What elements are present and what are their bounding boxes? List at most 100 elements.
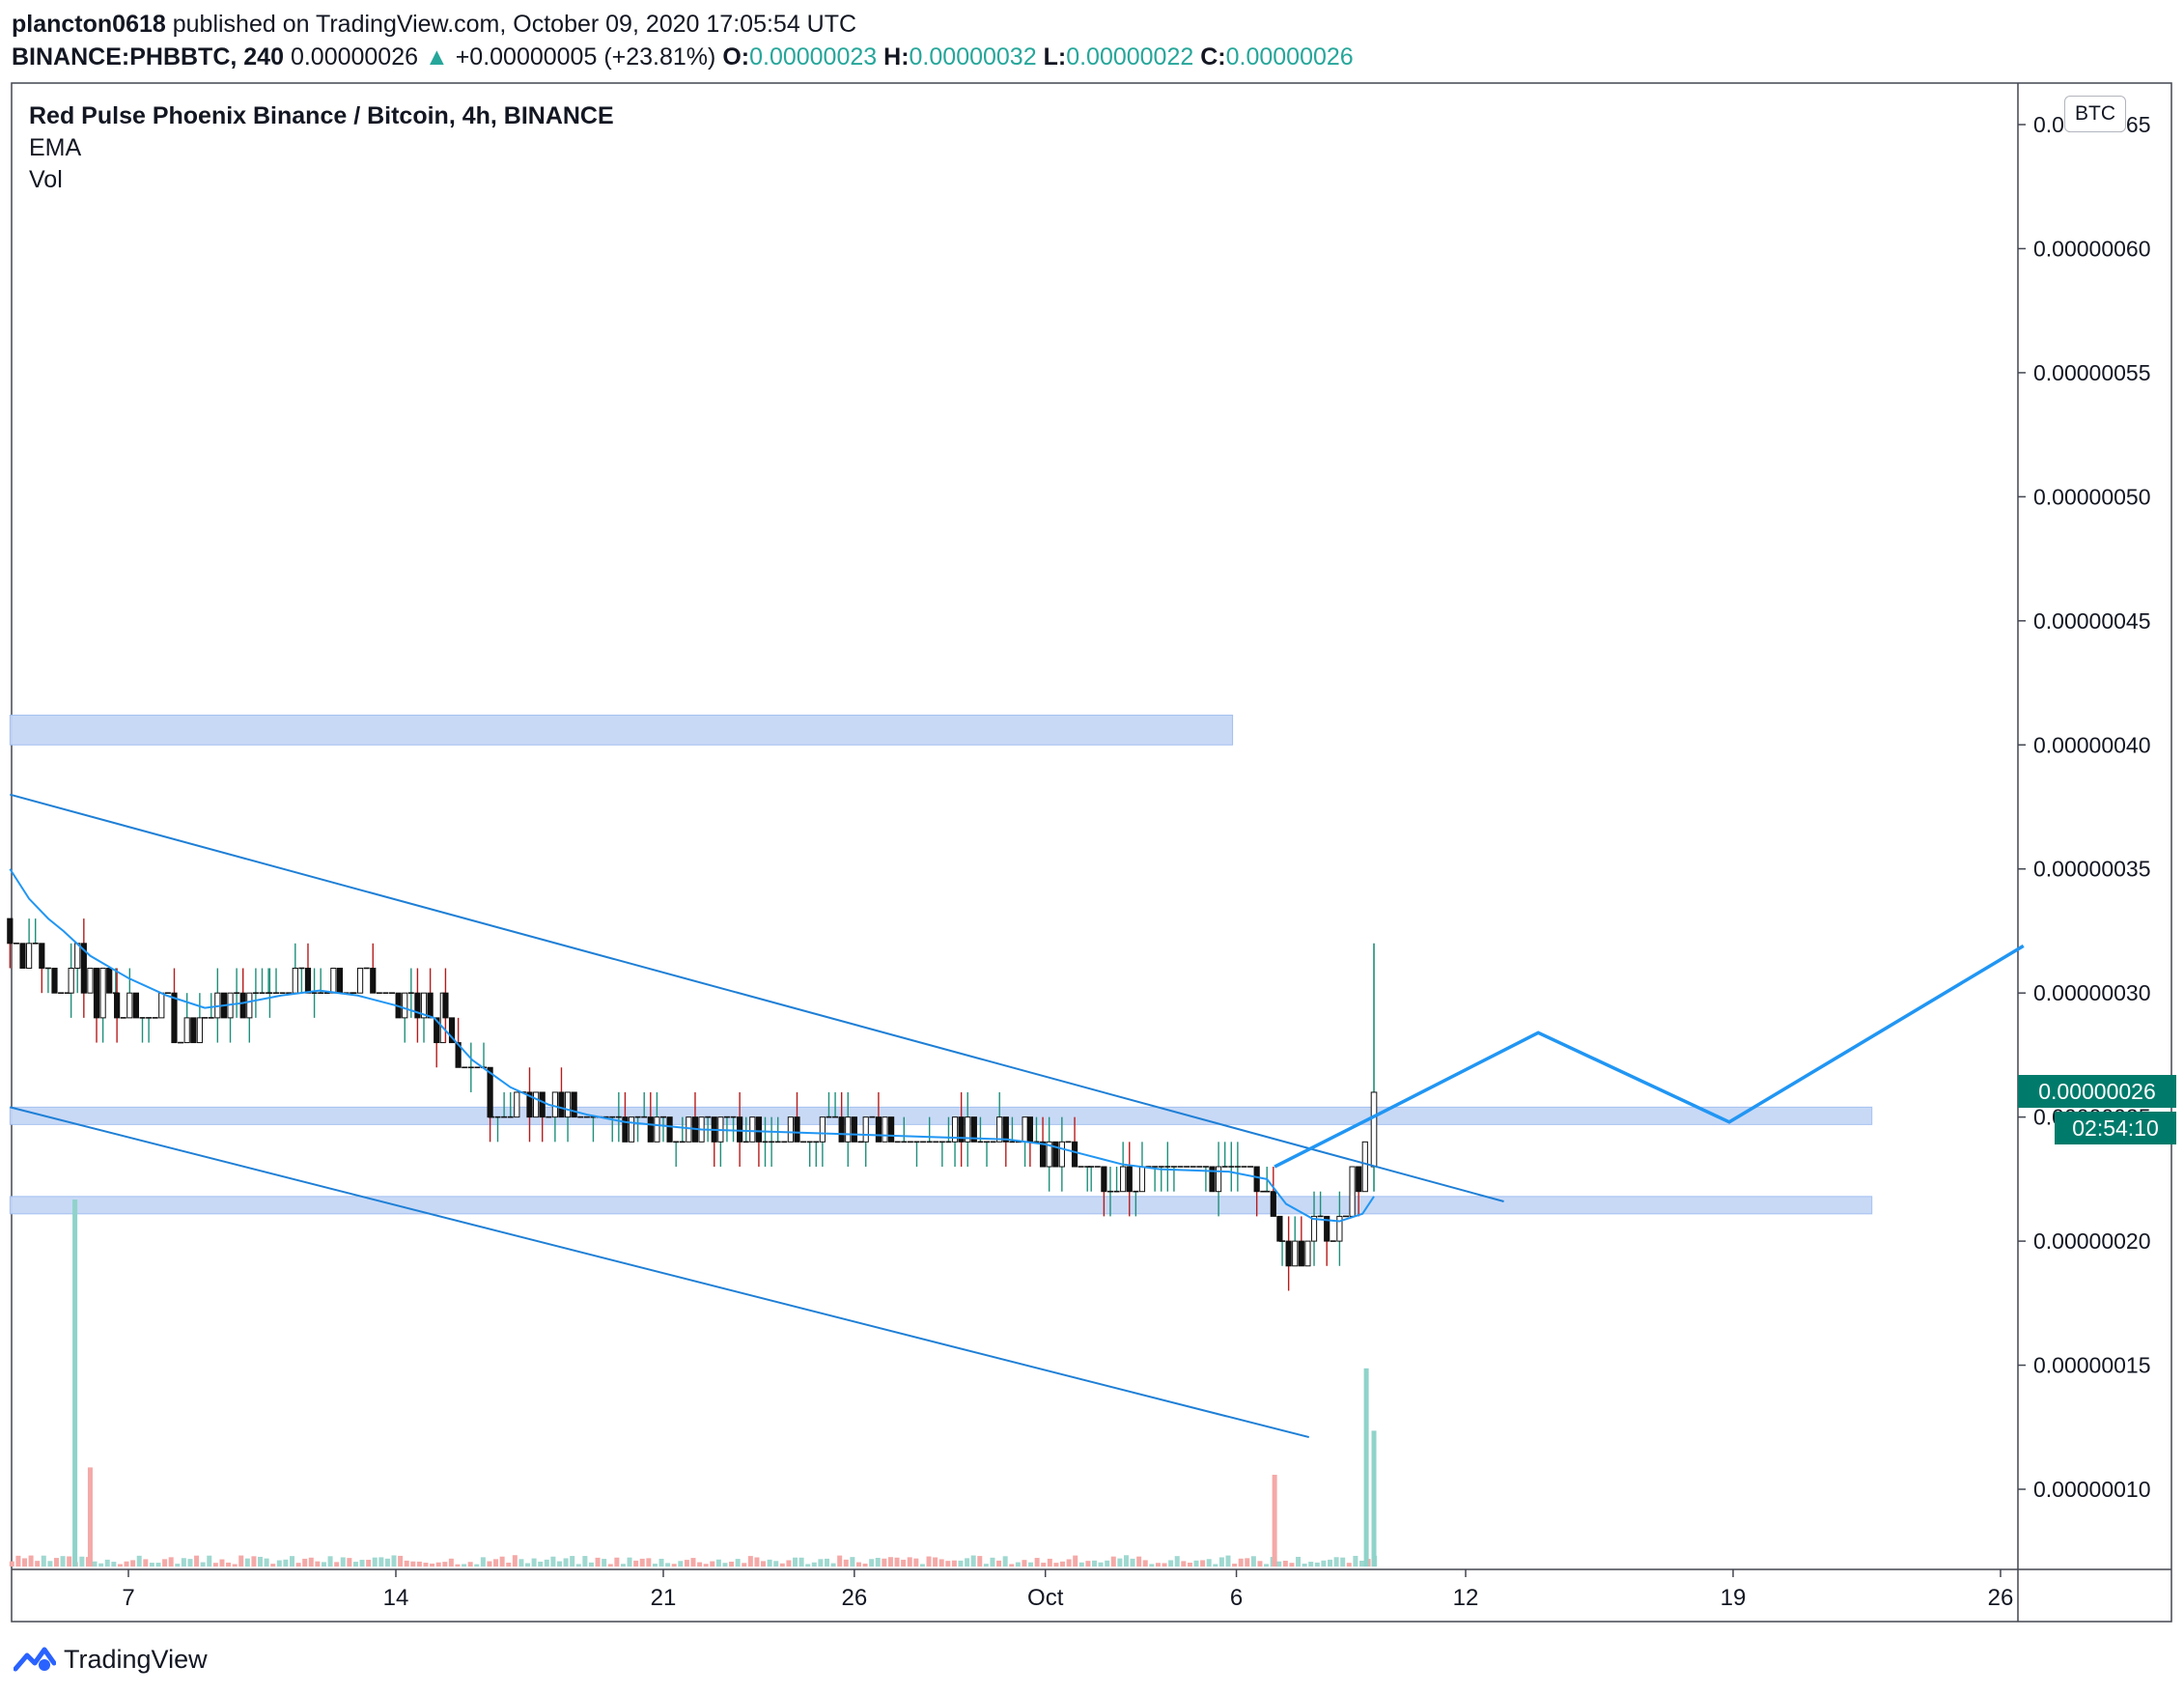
volume-bar [556,1561,562,1567]
time-axis[interactable]: 7 14 21 26 Oct 6 12 19 26 [122,1569,2013,1611]
volume-bar [98,1563,104,1567]
volume-bar [1314,1562,1320,1567]
candle-body [158,992,165,1019]
volume-bar [1130,1558,1135,1567]
projection-line [1274,944,2025,1169]
volume-bar [347,1558,352,1567]
volume-bar [251,1556,257,1567]
candle-body [93,967,100,1019]
ema-line [9,868,1375,1223]
high-value: 0.00000032 [909,43,1037,71]
x-tick-label: 7 [122,1585,134,1611]
volume-bar [855,1562,861,1567]
volume-bar [830,1563,836,1567]
price-axis[interactable]: 0.000000650.000000600.000000550.00000050… [2018,112,2151,1502]
volume-bar [862,1564,868,1567]
volume-bar [958,1560,964,1567]
candle-body [1349,1166,1356,1217]
volume-bar [779,1563,785,1567]
volume-bar [398,1555,404,1567]
trendline-1 [10,1106,1309,1439]
x-tick-label: 26 [1988,1585,2014,1611]
legend-ema[interactable]: EMA [29,134,82,161]
tradingview-brand[interactable]: TradingView [14,1640,208,1679]
candle-body [571,1091,577,1118]
y-tick-label: 0.00000015 [2033,1353,2151,1378]
volume-bar [194,1555,200,1567]
candle-body [114,992,121,1019]
volume-spike [72,1200,78,1567]
volume-bar [1321,1560,1327,1567]
y-tick-label: 0.00000020 [2033,1228,2151,1254]
volume-bar [620,1564,626,1567]
candle-body [1101,1166,1107,1193]
volume-bar [136,1555,142,1567]
volume-bar [352,1562,358,1567]
volume-bar [1218,1557,1224,1567]
volume-bar [1296,1556,1302,1567]
volume-bar [805,1564,811,1567]
volume-bar [639,1558,645,1567]
publisher-name[interactable]: plancton0618 [12,11,166,38]
volume-bar [430,1563,435,1567]
candle-body [819,1116,826,1143]
volume-bar [1098,1562,1104,1567]
candle-body [654,1116,660,1143]
volume-bar [384,1558,390,1567]
volume-bar [1174,1556,1180,1567]
trendlines[interactable] [10,793,1504,1439]
volume-bar [1250,1556,1256,1567]
legend-title[interactable]: Red Pulse Phoenix Binance / Bitcoin, 4h,… [29,102,614,129]
candle-body [1071,1141,1078,1168]
volume-bar [283,1559,289,1567]
candle-body [970,1116,977,1143]
volume-bar [563,1558,569,1567]
volume-bar [15,1555,21,1567]
open-label: O: [722,43,750,71]
volume-bar [28,1555,34,1567]
volume-bar [550,1556,556,1567]
volume-bar [21,1558,27,1567]
volume-bar [1308,1562,1314,1567]
candle-body [196,1017,203,1044]
volume-bar [232,1564,238,1567]
volume-bar [658,1558,664,1567]
volume-bar [226,1562,232,1567]
volume-bar [1193,1560,1199,1567]
volume-bar [340,1557,346,1567]
volume-bar [570,1556,575,1567]
candle-body [1310,1215,1318,1242]
volume-bar [614,1557,620,1567]
volume-bar [92,1561,98,1567]
candle-body [1046,1141,1052,1168]
legend-vol[interactable]: Vol [29,166,63,193]
volume-bar [1123,1555,1129,1567]
volume-bar [149,1563,154,1567]
volume-bar [455,1564,461,1567]
volume-spike [1272,1475,1277,1567]
volume-bar [538,1561,544,1567]
currency-button[interactable]: BTC [2064,96,2126,132]
volume-bar [295,1563,301,1567]
volume-bar [1168,1560,1174,1567]
price-change: +0.00000005 (+23.81%) [455,43,716,71]
candlesticks [7,918,1378,1291]
candle-body [330,967,337,994]
volume-bar [448,1558,454,1567]
candle-body [532,1091,540,1118]
volume-bar [773,1561,779,1567]
volume-bar [130,1560,136,1567]
y-tick-label: 0.00000050 [2033,484,2151,509]
candle-body [1270,1191,1276,1217]
projection-path[interactable] [1274,944,2025,1169]
volume-bar [1053,1563,1059,1567]
candle-body [526,1091,533,1118]
x-tick-label: 6 [1230,1585,1243,1611]
volume-bar [41,1555,46,1567]
volume-bar [907,1557,912,1567]
volume-bar [270,1564,276,1567]
candle-body [1324,1215,1330,1242]
volume-bar [1245,1558,1250,1567]
volume-bar [671,1564,677,1567]
